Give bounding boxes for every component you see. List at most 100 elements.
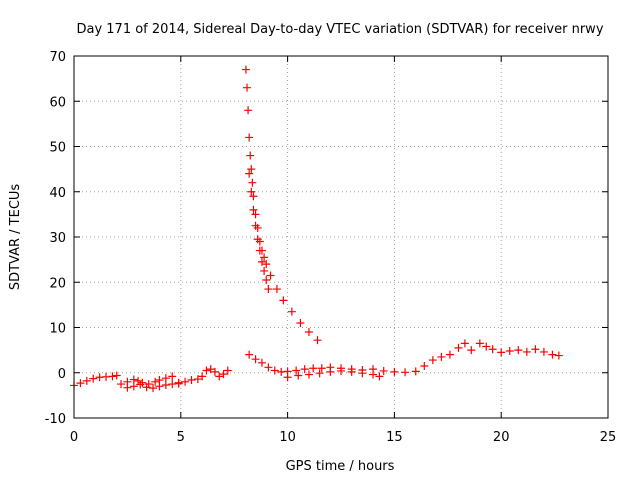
- data-point: [255, 246, 264, 255]
- data-point: [454, 343, 463, 352]
- y-tick-label: 10: [49, 322, 66, 337]
- data-point: [411, 367, 420, 376]
- data-point: [161, 380, 170, 389]
- y-tick-label: 40: [49, 186, 66, 201]
- series-1: [123, 378, 183, 393]
- data-point: [347, 367, 356, 376]
- series-0: [70, 365, 232, 390]
- data-point: [243, 83, 252, 92]
- data-point: [531, 345, 540, 354]
- data-point: [317, 364, 326, 373]
- data-point: [262, 275, 271, 284]
- data-point: [375, 372, 384, 381]
- data-point: [246, 151, 255, 160]
- data-point: [264, 363, 273, 372]
- data-point: [539, 347, 548, 356]
- data-point: [136, 380, 145, 389]
- data-point: [202, 366, 211, 375]
- data-point: [337, 366, 345, 375]
- data-point: [198, 372, 207, 381]
- data-point: [253, 235, 262, 244]
- data-point: [420, 361, 429, 370]
- series-3: [245, 169, 273, 294]
- data-point: [315, 369, 324, 378]
- data-point: [108, 372, 117, 381]
- data-point: [475, 339, 484, 348]
- data-point: [251, 355, 260, 364]
- data-point: [193, 375, 202, 384]
- data-point: [482, 342, 491, 351]
- data-point: [296, 318, 305, 327]
- data-point: [445, 350, 454, 359]
- y-tick-label: 50: [49, 141, 66, 156]
- chart-title: Day 171 of 2014, Sidereal Day-to-day VTE…: [76, 22, 603, 37]
- data-points: [70, 65, 563, 393]
- data-point: [161, 374, 170, 383]
- data-point: [266, 271, 275, 280]
- data-point: [241, 65, 250, 74]
- data-point: [522, 347, 531, 356]
- data-point: [168, 372, 177, 381]
- data-point: [138, 378, 147, 387]
- x-tick-label: 25: [600, 430, 617, 445]
- data-point: [379, 366, 388, 375]
- data-point: [187, 375, 196, 384]
- data-point: [488, 345, 497, 354]
- data-point: [206, 365, 215, 374]
- data-point: [134, 376, 143, 385]
- data-point: [309, 364, 318, 373]
- data-point: [460, 339, 469, 348]
- data-point: [181, 377, 190, 386]
- data-point: [129, 382, 138, 391]
- series-2: [241, 65, 322, 345]
- data-point: [262, 260, 271, 269]
- data-point: [116, 380, 125, 389]
- y-tick-label: -10: [45, 412, 66, 427]
- series-5: [283, 366, 384, 382]
- data-point: [129, 375, 138, 384]
- data-point: [257, 257, 266, 266]
- data-point: [270, 366, 279, 375]
- data-point: [248, 178, 257, 187]
- data-point: [249, 205, 258, 214]
- data-point: [249, 192, 258, 201]
- data-point: [437, 352, 446, 361]
- data-point: [210, 367, 219, 376]
- data-point: [467, 346, 476, 355]
- data-point: [82, 376, 91, 385]
- data-point: [264, 285, 273, 294]
- data-point: [283, 373, 292, 382]
- data-point: [548, 350, 557, 359]
- data-point: [247, 187, 256, 196]
- data-point: [245, 350, 254, 359]
- data-point: [219, 370, 228, 379]
- y-axis-title: SDTVAR / TECUs: [8, 184, 23, 291]
- data-point: [123, 383, 132, 392]
- data-point: [247, 165, 256, 174]
- y-tick-label: 20: [49, 276, 66, 291]
- data-point: [401, 368, 410, 377]
- data-point: [505, 347, 514, 356]
- data-point: [304, 328, 313, 337]
- data-point: [168, 380, 177, 389]
- data-point: [257, 358, 266, 367]
- data-point: [287, 307, 296, 316]
- data-point: [497, 348, 506, 357]
- plot-frame: [73, 55, 609, 419]
- y-tick-label: 70: [49, 50, 66, 65]
- y-tick-label: 60: [49, 95, 66, 110]
- data-point: [313, 336, 322, 345]
- y-tick-label: 30: [49, 231, 66, 246]
- x-axis-title: GPS time / hours: [286, 459, 395, 474]
- data-point: [260, 253, 269, 262]
- data-point: [369, 370, 378, 379]
- data-point: [215, 372, 224, 381]
- data-point: [149, 384, 158, 393]
- data-point: [223, 366, 232, 375]
- data-point: [112, 371, 121, 380]
- data-point: [390, 367, 399, 376]
- x-tick-label: 10: [279, 430, 296, 445]
- data-point: [260, 266, 269, 275]
- data-point: [554, 351, 563, 360]
